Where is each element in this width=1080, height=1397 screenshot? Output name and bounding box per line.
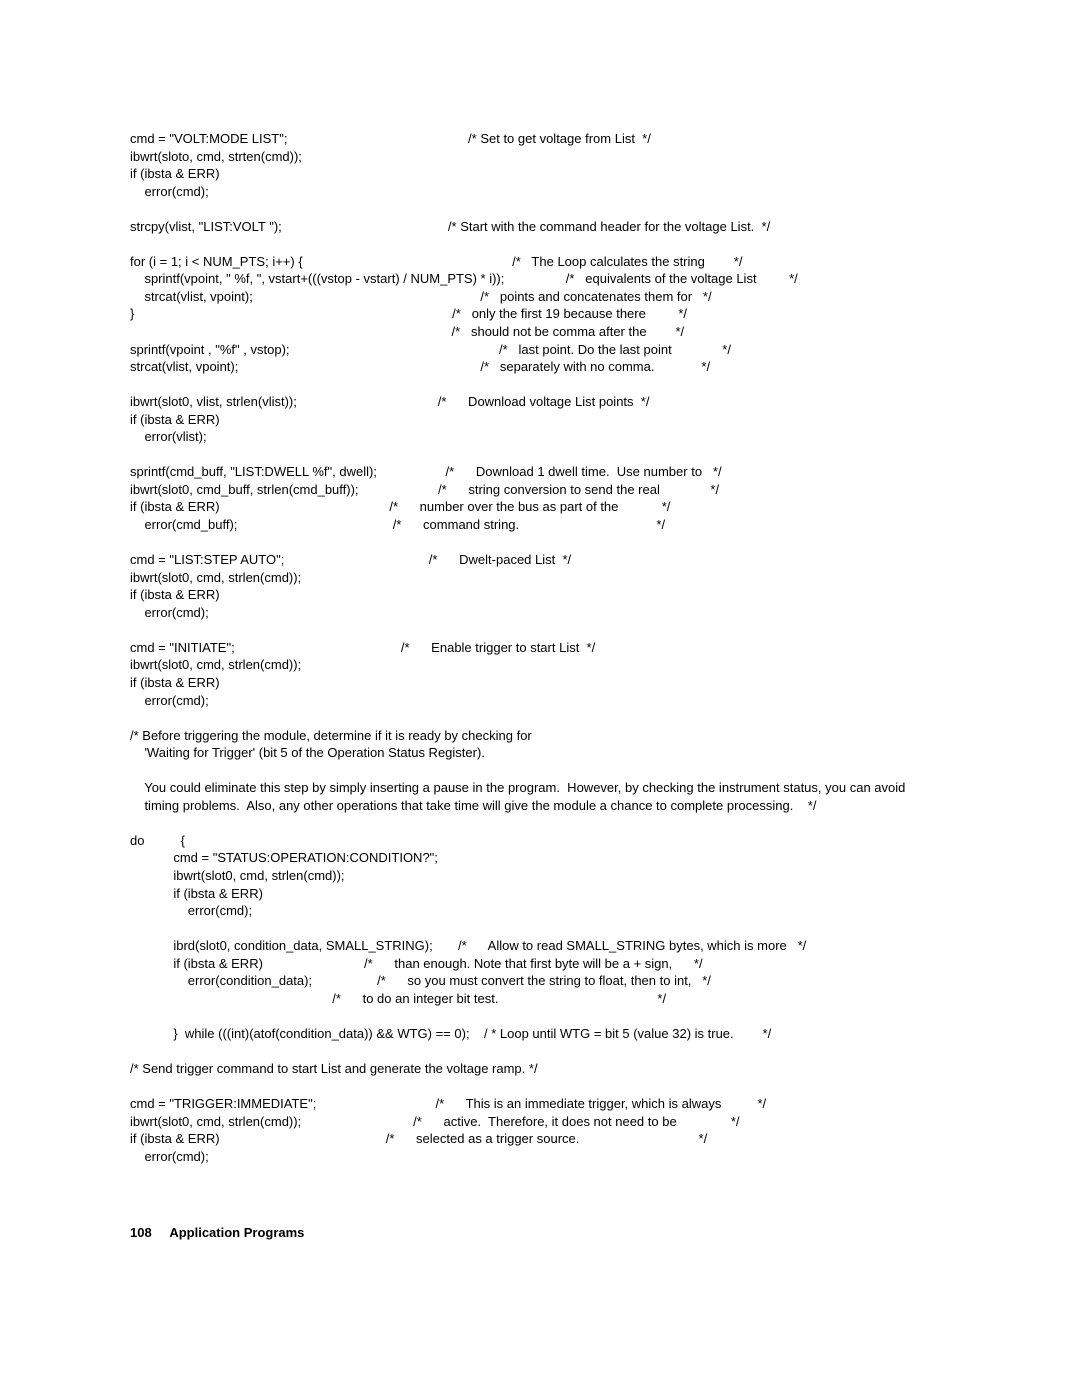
document-page: cmd = "VOLT:MODE LIST"; /* Set to get vo… [0, 0, 1080, 1280]
code-listing: cmd = "VOLT:MODE LIST"; /* Set to get vo… [130, 130, 1010, 1165]
page-number: 108 [130, 1225, 152, 1240]
section-title: Application Programs [169, 1225, 304, 1240]
page-footer: 108 Application Programs [130, 1225, 1010, 1240]
